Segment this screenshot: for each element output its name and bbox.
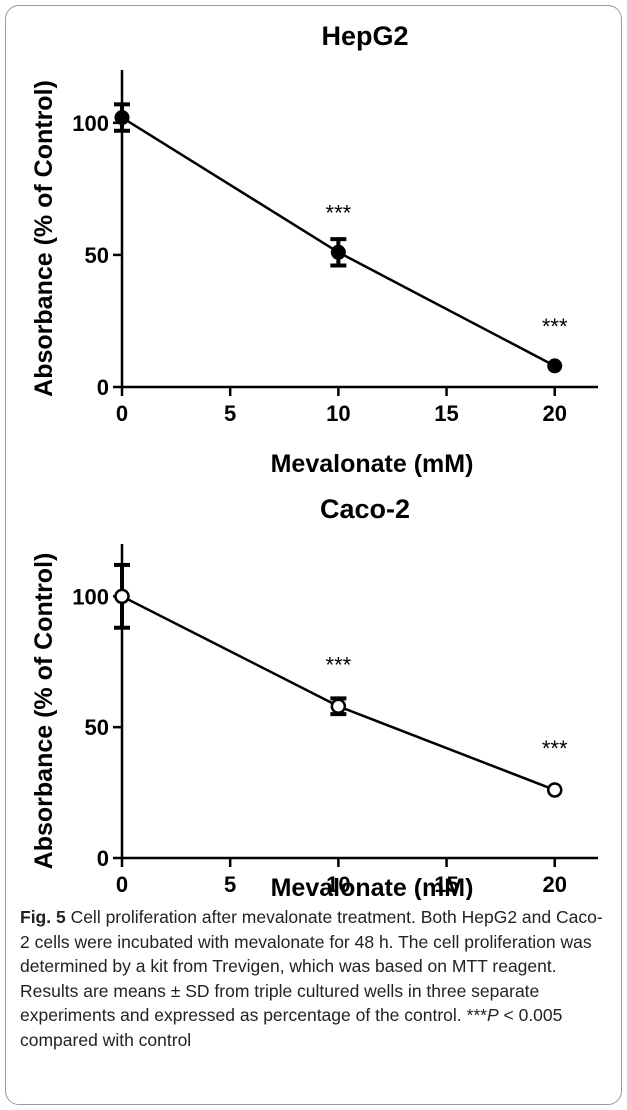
x-axis-title: Mevalonate (mM) bbox=[271, 874, 474, 900]
caption-significance-marker: *** bbox=[466, 1005, 487, 1025]
figure-label: Fig. 5 bbox=[20, 907, 66, 927]
significance-annotation: *** bbox=[542, 314, 568, 339]
caption-p-symbol: P bbox=[486, 1005, 499, 1025]
caption-significance-text: < 0.005 compared with control bbox=[20, 1005, 563, 1050]
data-point bbox=[330, 244, 346, 260]
y-tick-label: 0 bbox=[97, 846, 109, 871]
figure-frame bbox=[5, 5, 622, 1105]
significance-annotation: *** bbox=[542, 736, 568, 761]
x-tick-label: 20 bbox=[542, 401, 566, 426]
y-tick-label: 100 bbox=[72, 584, 109, 609]
series-line bbox=[121, 595, 556, 792]
x-tick-label: 15 bbox=[434, 401, 458, 426]
chart-title: Caco-2 bbox=[320, 494, 410, 524]
chart-panel-2: Caco-2 0 50 100 0 5 10 15 20 Mevalonate (mM) Absor… bbox=[30, 494, 598, 900]
x-tick-label: 10 bbox=[326, 872, 350, 897]
x-tick-label: 15 bbox=[434, 872, 458, 897]
x-tick-label: 5 bbox=[224, 872, 236, 897]
data-point bbox=[114, 588, 130, 605]
data-point bbox=[330, 698, 347, 714]
y-axis-title: Absorbance (% of Control) bbox=[30, 80, 58, 397]
significance-annotation: *** bbox=[326, 652, 352, 677]
y-axis-title: Absorbance (% of Control) bbox=[30, 553, 58, 870]
caption-text: Cell proliferation after mevalonate trea… bbox=[20, 907, 603, 1025]
y-tick-label: 100 bbox=[72, 111, 109, 136]
data-point bbox=[114, 110, 130, 126]
x-tick-label: 0 bbox=[116, 872, 128, 897]
y-tick-label: 50 bbox=[85, 715, 109, 740]
x-axis-title: Mevalonate (mM) bbox=[271, 450, 474, 478]
chart-title: HepG2 bbox=[321, 21, 408, 51]
data-point bbox=[547, 358, 563, 374]
figure-caption: Fig. 5 Cell proliferation after mevalona… bbox=[20, 905, 610, 1052]
x-tick-label: 20 bbox=[542, 872, 566, 897]
significance-annotation: *** bbox=[326, 201, 352, 226]
data-point bbox=[546, 782, 563, 798]
chart-panel-1: HepG2 0 50 100 0 5 10 15 20 Mevalonate (mM) Absorb… bbox=[30, 21, 598, 478]
x-tick-label: 5 bbox=[224, 401, 236, 426]
x-tick-label: 0 bbox=[116, 401, 128, 426]
y-tick-label: 50 bbox=[85, 243, 109, 268]
y-tick-label: 0 bbox=[97, 375, 109, 400]
x-tick-label: 10 bbox=[326, 401, 350, 426]
